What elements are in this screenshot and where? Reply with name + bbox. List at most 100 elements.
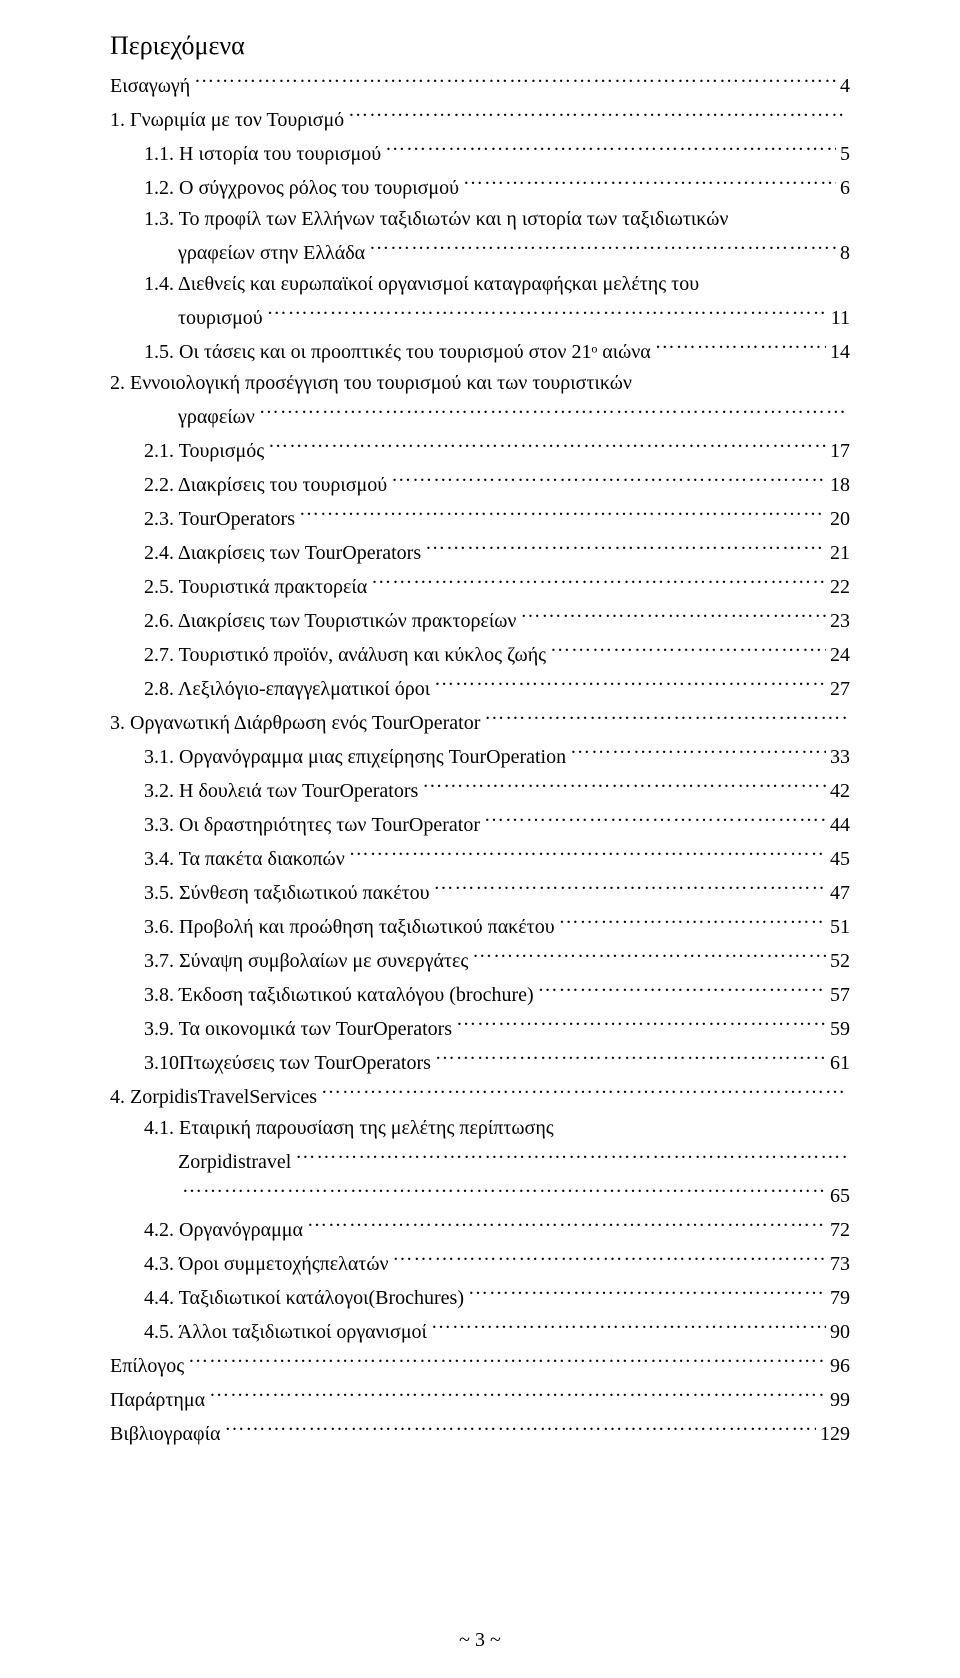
toc-leader xyxy=(472,943,826,967)
toc-entry: 3.8. Έκδοση ταξιδιωτικού καταλόγου (broc… xyxy=(110,977,850,1011)
toc-entry-label: 2.2. Διακρίσεις του τουρισμού xyxy=(144,470,387,501)
toc-entry-label: 3.3. Οι δραστηριότητες των TourOperator xyxy=(144,810,480,841)
toc-entry-page: 52 xyxy=(830,946,850,977)
toc-leader xyxy=(520,603,826,627)
toc-entry-page: 44 xyxy=(830,810,850,841)
toc-leader xyxy=(209,1382,826,1406)
toc-entry: 3.5. Σύνθεση ταξιδιωτικού πακέτου47 xyxy=(110,875,850,909)
toc-leader xyxy=(267,300,827,324)
toc-entry-page: 11 xyxy=(831,303,850,334)
toc-leader xyxy=(393,1246,826,1270)
toc-leader xyxy=(431,1314,826,1338)
toc-entry: 2.1. Τουρισμός17 xyxy=(110,433,850,467)
toc-leader xyxy=(538,977,826,1001)
toc-leader xyxy=(224,1416,816,1440)
toc-entry-label: 4.2. Οργανόγραμμα xyxy=(144,1215,303,1246)
toc-entry-label: 1.4. Διεθνείς και ευρωπαϊκοί οργανισμοί … xyxy=(144,269,699,300)
toc-entry-page: 79 xyxy=(830,1283,850,1314)
toc-entry: 4.5. Άλλοι ταξιδιωτικοί οργανισμοί 90 xyxy=(110,1314,850,1348)
toc-entry-label: 2.5. Τουριστικά πρακτορεία xyxy=(144,572,367,603)
toc-body: Εισαγωγή41. Γνωριμία με τον Τουρισμό1.1.… xyxy=(110,68,850,1450)
toc-entry-label: 3.4. Τα πακέτα διακοπών xyxy=(144,844,345,875)
toc-entry-label: γραφείων xyxy=(178,402,255,433)
toc-entry: 3.3. Οι δραστηριότητες των TourOperator 4… xyxy=(110,807,850,841)
toc-entry: 1.3. Το προφίλ των Ελλήνων ταξιδιωτών κα… xyxy=(110,204,850,235)
toc-leader xyxy=(321,1079,846,1103)
toc-entry: 1.5. Οι τάσεις και οι προοπτικές του του… xyxy=(110,334,850,368)
toc-leader xyxy=(422,773,826,797)
toc-entry-label: 1.5. Οι τάσεις και οι προοπτικές του του… xyxy=(144,337,651,368)
toc-leader xyxy=(369,235,836,259)
toc-entry: 3.6. Προβολή και προώθηση ταξιδιωτικού π… xyxy=(110,909,850,943)
toc-entry-page: 20 xyxy=(830,504,850,535)
toc-leader xyxy=(391,467,826,491)
toc-entry-page: 22 xyxy=(830,572,850,603)
toc-entry-page: 61 xyxy=(830,1048,850,1079)
toc-leader xyxy=(456,1011,826,1035)
toc-entry-page: 5 xyxy=(840,139,850,170)
toc-entry-label: 2.1. Τουρισμός xyxy=(144,436,264,467)
toc-entry: Zorpidistravel xyxy=(110,1144,850,1178)
toc-entry: τουρισμού11 xyxy=(110,300,850,334)
toc-entry-label: 2. Εννοιολογική προσέγγιση του τουρισμού… xyxy=(110,368,632,399)
toc-entry: 3. Οργανωτική Διάρθρωση ενός TourOperato… xyxy=(110,705,850,739)
toc-leader xyxy=(468,1280,826,1304)
toc-entry-label: 2.3. TourOperators xyxy=(144,504,295,535)
toc-entry-page: 21 xyxy=(830,538,850,569)
toc-entry-label: 4.3. Όροι συμμετοχήςπελατών xyxy=(144,1249,389,1280)
toc-entry: 3.4. Τα πακέτα διακοπών45 xyxy=(110,841,850,875)
toc-entry-page: 27 xyxy=(830,674,850,705)
toc-entry-page: 57 xyxy=(830,980,850,1011)
toc-entry-label: Zorpidistravel xyxy=(178,1147,291,1178)
toc-leader xyxy=(559,909,826,933)
toc-entry-label: 4.4. Ταξιδιωτικοί κατάλογοι(Brochures) xyxy=(144,1283,464,1314)
toc-entry: 2. Εννοιολογική προσέγγιση του τουρισμού… xyxy=(110,368,850,399)
toc-entry-label: 2.4. Διακρίσεις των TourOperators xyxy=(144,538,421,569)
toc-entry-label: 4.5. Άλλοι ταξιδιωτικοί οργανισμοί xyxy=(144,1317,427,1348)
toc-entry-label: 1. Γνωριμία με τον Τουρισμό xyxy=(110,105,344,136)
toc-entry: Παράρτημα99 xyxy=(110,1382,850,1416)
toc-entry-page: 8 xyxy=(840,238,850,269)
toc-entry-label: 3.1. Οργανόγραμμα μιας επιχείρησης TourO… xyxy=(144,742,566,773)
toc-entry: 2.6. Διακρίσεις των Τουριστικών πρακτορε… xyxy=(110,603,850,637)
toc-entry-page: 73 xyxy=(830,1249,850,1280)
toc-entry-page: 24 xyxy=(830,640,850,671)
toc-entry: 1. Γνωριμία με τον Τουρισμό xyxy=(110,102,850,136)
toc-leader xyxy=(307,1212,826,1236)
toc-entry: 2.4. Διακρίσεις των TourOperators 21 xyxy=(110,535,850,569)
toc-entry: 3.9. Τα οικονομικά των TourOperators59 xyxy=(110,1011,850,1045)
toc-entry: Βιβλιογραφία129 xyxy=(110,1416,850,1450)
toc-entry-label: 4. ZorpidisTravelServices xyxy=(110,1082,317,1113)
toc-leader xyxy=(550,637,826,661)
toc-leader xyxy=(259,399,846,423)
toc-entry: 2.7. Τουριστικό προϊόν, ανάλυση και κύκλ… xyxy=(110,637,850,671)
toc-entry-label: 1.1. Η ιστορία του τουρισμού xyxy=(144,139,381,170)
toc-leader xyxy=(348,102,846,126)
toc-entry-page: 33 xyxy=(830,742,850,773)
toc-leader xyxy=(194,68,836,92)
toc-entry-page: 14 xyxy=(830,337,850,368)
toc-leader xyxy=(268,433,826,457)
page-number: ~ 3 ~ xyxy=(0,1625,960,1656)
toc-entry: 2.3. TourOperators 20 xyxy=(110,501,850,535)
toc-entry-page: 72 xyxy=(830,1215,850,1246)
toc-leader xyxy=(484,705,846,729)
toc-entry-label: 3.6. Προβολή και προώθηση ταξιδιωτικού π… xyxy=(144,912,555,943)
toc-entry-label: 3.9. Τα οικονομικά των TourOperators xyxy=(144,1014,452,1045)
toc-leader xyxy=(484,807,826,831)
toc-leader xyxy=(435,1045,826,1069)
toc-entry-page: 90 xyxy=(830,1317,850,1348)
toc-leader xyxy=(371,569,826,593)
toc-entry: 4.1. Εταιρική παρουσίαση της μελέτης περ… xyxy=(110,1113,850,1144)
toc-entry-label: Επίλογος xyxy=(110,1351,184,1382)
toc-entry-label: 3.8. Έκδοση ταξιδιωτικού καταλόγου (broc… xyxy=(144,980,534,1011)
toc-entry-label: 1.2. Ο σύγχρονος ρόλος του τουρισμού xyxy=(144,173,459,204)
toc-entry-page: 51 xyxy=(830,912,850,943)
toc-leader xyxy=(295,1144,846,1168)
toc-entry-page: 65 xyxy=(830,1181,850,1212)
toc-leader xyxy=(570,739,826,763)
toc-entry-label: Βιβλιογραφία xyxy=(110,1419,220,1450)
toc-entry: γραφείων στην Ελλάδα8 xyxy=(110,235,850,269)
toc-entry-label: 2.7. Τουριστικό προϊόν, ανάλυση και κύκλ… xyxy=(144,640,546,671)
toc-entry: 2.5. Τουριστικά πρακτορεία 22 xyxy=(110,569,850,603)
